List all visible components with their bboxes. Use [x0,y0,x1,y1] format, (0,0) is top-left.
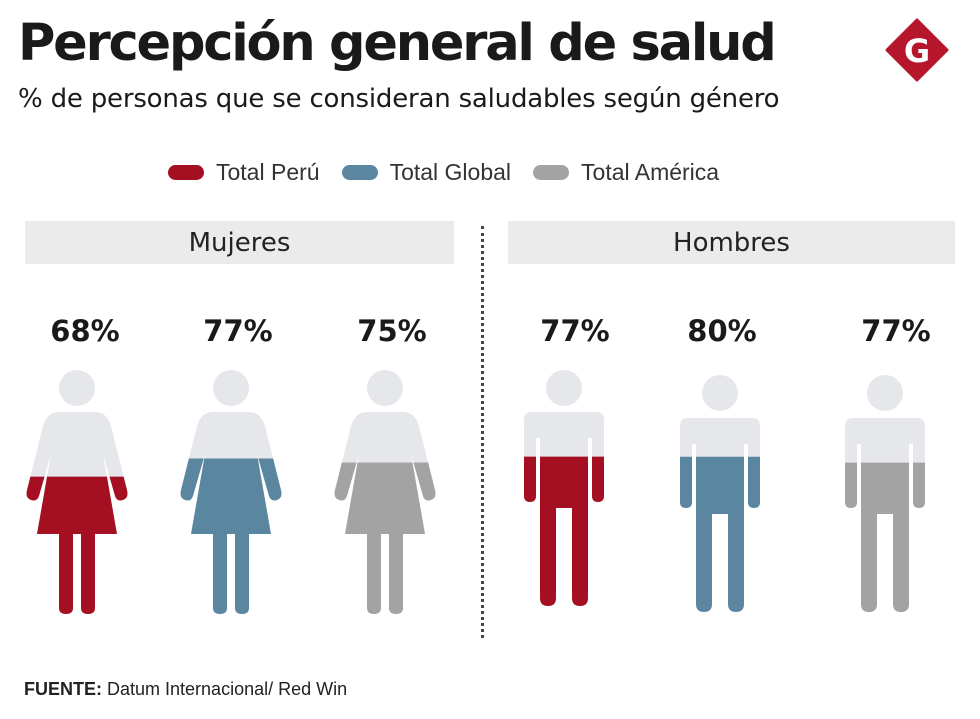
figure-head [867,375,903,411]
value-label: 68% [50,314,119,348]
legend-label-global: Total Global [389,158,512,185]
logo-letter: G [904,32,930,70]
figure-head [213,370,249,406]
legend-swatch-peru [168,164,204,180]
figure-body-fill [524,456,604,606]
panel-divider [481,226,484,638]
figure-mujeres-global: 77% [180,314,282,614]
source-text: Datum Internacional/ Red Win [107,679,348,699]
value-label: 80% [687,314,756,348]
figure-body-fill [680,456,760,612]
legend-swatch-america [533,164,570,180]
legend-item-america: Total América [533,159,719,186]
value-label: 75% [357,314,426,348]
legend: Total Perú Total Global Total América [168,156,719,188]
source-note: FUENTE: Datum Internacional/ Red Win [24,679,347,700]
brand-logo: G [885,18,949,82]
figure-hombres-peru: 77% [524,314,610,606]
figure-head [59,370,95,406]
panel-header-hombres: Hombres [508,221,955,264]
source-label: FUENTE: [24,679,102,699]
figure-mujeres-america: 75% [334,314,436,614]
legend-item-peru: Total Perú [168,159,320,186]
chart-subtitle: % de personas que se consideran saludabl… [18,84,780,114]
logo-diamond [885,18,949,82]
value-label: 77% [203,314,272,348]
figure-body-empty [524,412,604,606]
figure-body-empty [845,418,925,612]
chart-title: Percepción general de salud [18,14,777,73]
figure-body-fill [26,476,128,614]
figure-head [702,375,738,411]
figure-hombres-america: 77% [845,314,931,612]
legend-label-america: Total América [581,158,720,185]
value-label: 77% [861,314,930,348]
legend-swatch-global [341,164,378,180]
figure-body-fill [845,462,925,612]
figure-head [367,370,403,406]
legend-item-global: Total Global [341,158,512,186]
figure-mujeres-peru: 68% [26,314,128,614]
figure-head [546,370,582,406]
figure-body-fill [180,458,282,614]
figure-body-empty [680,418,760,612]
value-label: 77% [540,314,609,348]
figure-hombres-global: 80% [680,314,760,612]
figure-body-fill [334,462,436,614]
panel-header-mujeres: Mujeres [25,221,454,264]
legend-label-peru: Total Perú [216,158,320,185]
